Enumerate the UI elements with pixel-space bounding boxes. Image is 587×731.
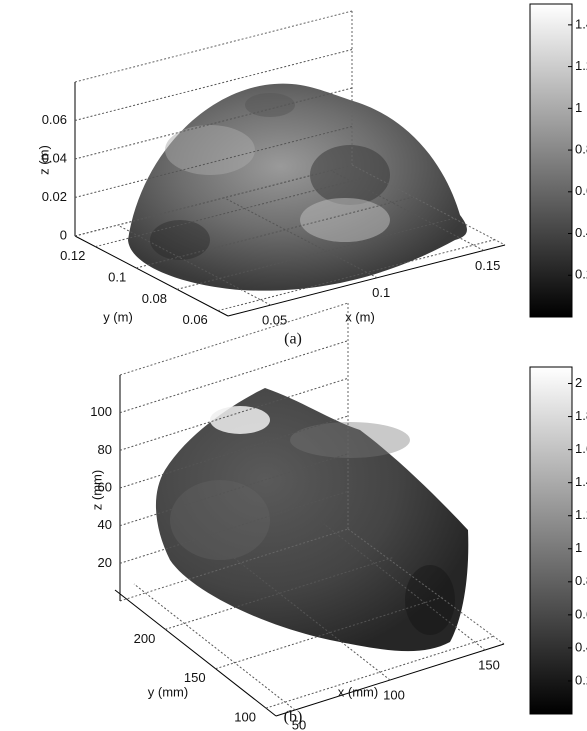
colorbar-tick-label: 1.2 <box>575 58 587 73</box>
box-edge <box>120 303 348 375</box>
z-tick-label: 20 <box>98 555 112 570</box>
x-tick-label: 0.05 <box>262 313 287 328</box>
z-tick-label: 0.02 <box>42 189 67 204</box>
colorbar-tick-label: 0.4 <box>575 225 587 240</box>
z-tick-label: 0.06 <box>42 112 67 127</box>
caption: (a) <box>284 331 302 348</box>
colorbar-tick-label: 1.8 <box>575 408 587 423</box>
z-axis-label: z (mm) <box>89 470 104 510</box>
caption: (b) <box>284 709 303 726</box>
colorbar-tick-label: 0.8 <box>575 573 587 588</box>
y-tick-label: 100 <box>234 710 256 725</box>
colorbar-tick-label: 0.2 <box>575 672 587 687</box>
y-tick-label: 0.08 <box>142 291 167 306</box>
z-tick-label: 0 <box>60 227 67 242</box>
box-edge <box>75 11 352 82</box>
colorbar <box>530 367 572 714</box>
y-tick-label: 0.12 <box>60 248 85 263</box>
colorbar-tick-label: 0.2 <box>575 267 587 282</box>
colorbar-tick-label: 1.4 <box>575 16 587 31</box>
colorbar-tick-label: 1.4 <box>575 474 587 489</box>
colorbar-tick-label: 1 <box>575 100 582 115</box>
x-tick-label: 100 <box>383 687 405 702</box>
colorbar <box>530 4 572 317</box>
y-tick-label: 0.06 <box>182 312 207 327</box>
z-axis-label: z (m) <box>36 145 51 175</box>
colorbar-tick-label: 1.2 <box>575 507 587 522</box>
figure: 0.050.10.150.060.080.10.1200.020.040.06z… <box>0 0 587 731</box>
z-tick-label: 40 <box>98 517 112 532</box>
colorbar-tick-label: 1 <box>575 540 582 555</box>
colorbar-tick-label: 0.4 <box>575 639 587 654</box>
y-axis-label: y (m) <box>103 309 133 324</box>
y-tick-label: 150 <box>184 670 206 685</box>
y-tick-label: 0.1 <box>108 269 126 284</box>
x-axis-label: x (mm) <box>338 684 378 699</box>
grid-line <box>120 341 348 413</box>
x-axis-label: x (m) <box>345 309 375 324</box>
colorbar-tick-label: 0.6 <box>575 606 587 621</box>
z-tick-label: 80 <box>98 442 112 457</box>
y-axis-label: y (mm) <box>148 684 188 699</box>
colorbar-tick-label: 0.6 <box>575 183 587 198</box>
x-tick-label: 0.15 <box>475 258 500 273</box>
colorbar-tick-label: 0.8 <box>575 142 587 157</box>
y-tick-label: 200 <box>134 631 156 646</box>
colorbar-tick-label: 1.6 <box>575 441 587 456</box>
x-tick-label: 0.1 <box>372 285 390 300</box>
z-tick-label: 100 <box>90 404 112 419</box>
colorbar-tick-label: 2 <box>575 375 582 390</box>
x-tick-label: 150 <box>478 657 500 672</box>
